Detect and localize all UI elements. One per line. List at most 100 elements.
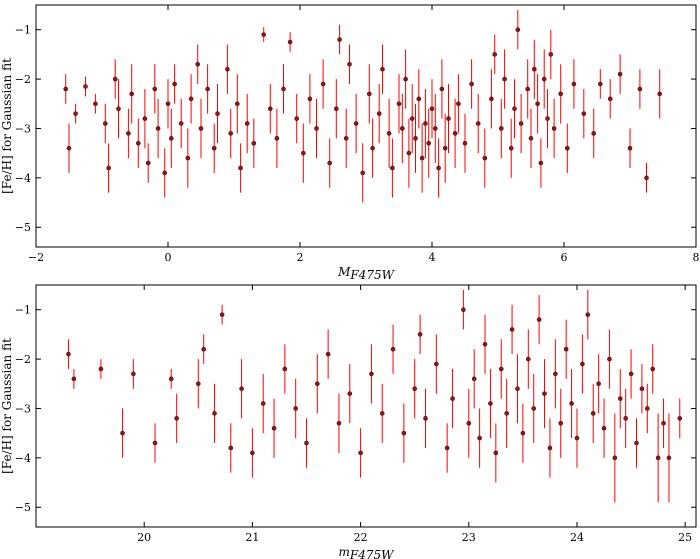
bottom-panel-data-point	[655, 455, 661, 461]
top-panel-data-point	[432, 126, 438, 131]
top-panel-data-point	[142, 116, 148, 121]
top-panel-data-point	[228, 131, 233, 136]
bottom-panel-data-point	[66, 351, 71, 357]
top-panel-data-point	[353, 121, 359, 126]
bottom-panel-data-point	[515, 386, 520, 392]
bottom-panel-data-point	[315, 381, 320, 387]
bottom-panel-data-point	[607, 356, 612, 362]
bottom-panel-data-point	[477, 435, 482, 441]
bottom-panel-x-tick-label: 23	[462, 531, 476, 544]
bottom-panel-y-ticks: −5 −4 −3 −2 −1	[15, 304, 696, 514]
bottom-panel-data-point	[509, 327, 515, 332]
top-panel-data-point	[274, 136, 280, 141]
bottom-panel-data-point	[212, 411, 217, 416]
bottom-panel-data-point	[174, 416, 179, 421]
bottom-panel-data-point	[661, 420, 666, 426]
top-panel-data-point	[657, 91, 663, 97]
top-panel-data-point	[535, 101, 540, 107]
top-panel-data-marks	[63, 9, 663, 203]
bottom-panel-data-point	[536, 317, 542, 322]
top-panel-data-point	[294, 116, 300, 121]
bottom-panel-data-point	[423, 416, 428, 421]
top-panel-data-point	[66, 145, 72, 151]
bottom-panel: 20 21 22 23 24 25 −5 −4 −3 −2 −1 [Fe/H] for Gauss…	[0, 284, 697, 559]
bottom-panel-data-point	[471, 376, 477, 382]
top-panel-data-point	[327, 160, 333, 166]
bottom-panel-data-point	[639, 386, 645, 392]
bottom-panel-y-axis-label: [Fe/H] for Gaussian fit	[0, 338, 14, 474]
top-panel-data-point	[165, 101, 171, 107]
bottom-panel-data-point	[347, 391, 353, 396]
top-panel-data-point	[347, 61, 352, 67]
top-panel-data-point	[564, 145, 570, 151]
top-panel-data-point	[396, 101, 402, 107]
bottom-panel-data-point	[547, 445, 553, 451]
bottom-panel-data-point	[412, 386, 417, 392]
top-panel-data-point	[426, 140, 432, 146]
top-panel-data-point	[376, 111, 382, 116]
bottom-panel-data-point	[131, 371, 136, 377]
bottom-panel-y-tick-label: −4	[15, 452, 31, 465]
bottom-panel-data-point	[525, 356, 531, 362]
bottom-panel-data-point	[531, 406, 537, 411]
bottom-panel-data-point	[450, 396, 455, 401]
bottom-panel-data-point	[498, 366, 504, 372]
top-panel-data-point	[83, 84, 88, 89]
bottom-panel-data-point	[201, 346, 207, 352]
top-panel-data-point	[525, 86, 531, 92]
top-panel-data-point	[528, 136, 534, 141]
top-panel-data-point	[370, 145, 375, 151]
bottom-panel-data-point	[569, 401, 574, 406]
bottom-panel-data-point	[325, 351, 331, 357]
top-panel-data-point	[475, 121, 481, 126]
bottom-panel-data-point	[650, 366, 656, 372]
top-panel-data-point	[607, 96, 613, 102]
top-panel-data-point	[343, 136, 349, 141]
bottom-panel-data-point	[601, 425, 607, 431]
top-panel-data-point	[251, 140, 257, 146]
top-panel-data-point	[136, 140, 141, 146]
bottom-panel-data-point	[482, 341, 488, 347]
top-panel-data-point	[406, 150, 412, 156]
top-panel-data-point	[515, 27, 521, 32]
top-panel-x-tick-label: 4	[429, 251, 436, 264]
top-panel-data-point	[73, 111, 78, 116]
bottom-panel-data-point	[623, 416, 628, 421]
top-panel-data-point	[126, 131, 131, 136]
top-panel-x-ticks: −2 0 2 4 6 8	[28, 5, 700, 264]
bottom-panel-data-point	[379, 411, 385, 416]
top-panel-data-point	[307, 96, 313, 102]
top-panel-y-axis-label: [Fe/H] for Gaussian fit	[0, 58, 14, 194]
bottom-panel-x-tick-label: 22	[354, 531, 368, 544]
top-panel-data-point	[188, 96, 194, 102]
top-panel-y-ticks: −5 −4 −3 −2 −1	[15, 24, 696, 234]
top-panel-data-point	[337, 37, 342, 42]
top-panel-data-point	[548, 52, 554, 57]
bottom-panel-x-axis-label: mF475W	[339, 545, 396, 559]
top-panel-data-point	[597, 81, 603, 87]
bottom-panel-data-point	[493, 450, 499, 456]
bottom-panel-data-point	[390, 346, 396, 352]
top-panel-data-point	[531, 66, 537, 72]
top-panel-data-point	[545, 116, 550, 121]
bottom-panel-x-tick-label: 21	[245, 531, 259, 544]
bottom-panel-data-point	[336, 420, 342, 426]
top-panel-y-tick-label: −5	[15, 221, 31, 234]
top-panel-data-point	[116, 106, 121, 112]
bottom-panel-data-point	[98, 366, 104, 372]
bottom-panel-data-point	[228, 445, 234, 451]
bottom-panel-data-point	[239, 386, 244, 392]
top-panel-data-point	[380, 66, 385, 72]
top-panel-data-point	[386, 131, 392, 136]
top-panel-data-point	[416, 96, 422, 102]
bottom-panel-data-point	[358, 450, 363, 456]
bottom-panel-data-point	[219, 312, 225, 317]
top-panel-data-point	[112, 76, 118, 82]
top-panel-data-point	[145, 160, 151, 166]
top-panel-data-point	[581, 111, 587, 116]
top-panel-data-point	[403, 76, 408, 82]
bottom-panel-data-point	[580, 361, 585, 367]
top-panel-x-axis-label-sub: F475W	[349, 268, 395, 282]
bottom-panel-data-point	[585, 312, 591, 317]
top-panel-data-point	[172, 81, 177, 87]
